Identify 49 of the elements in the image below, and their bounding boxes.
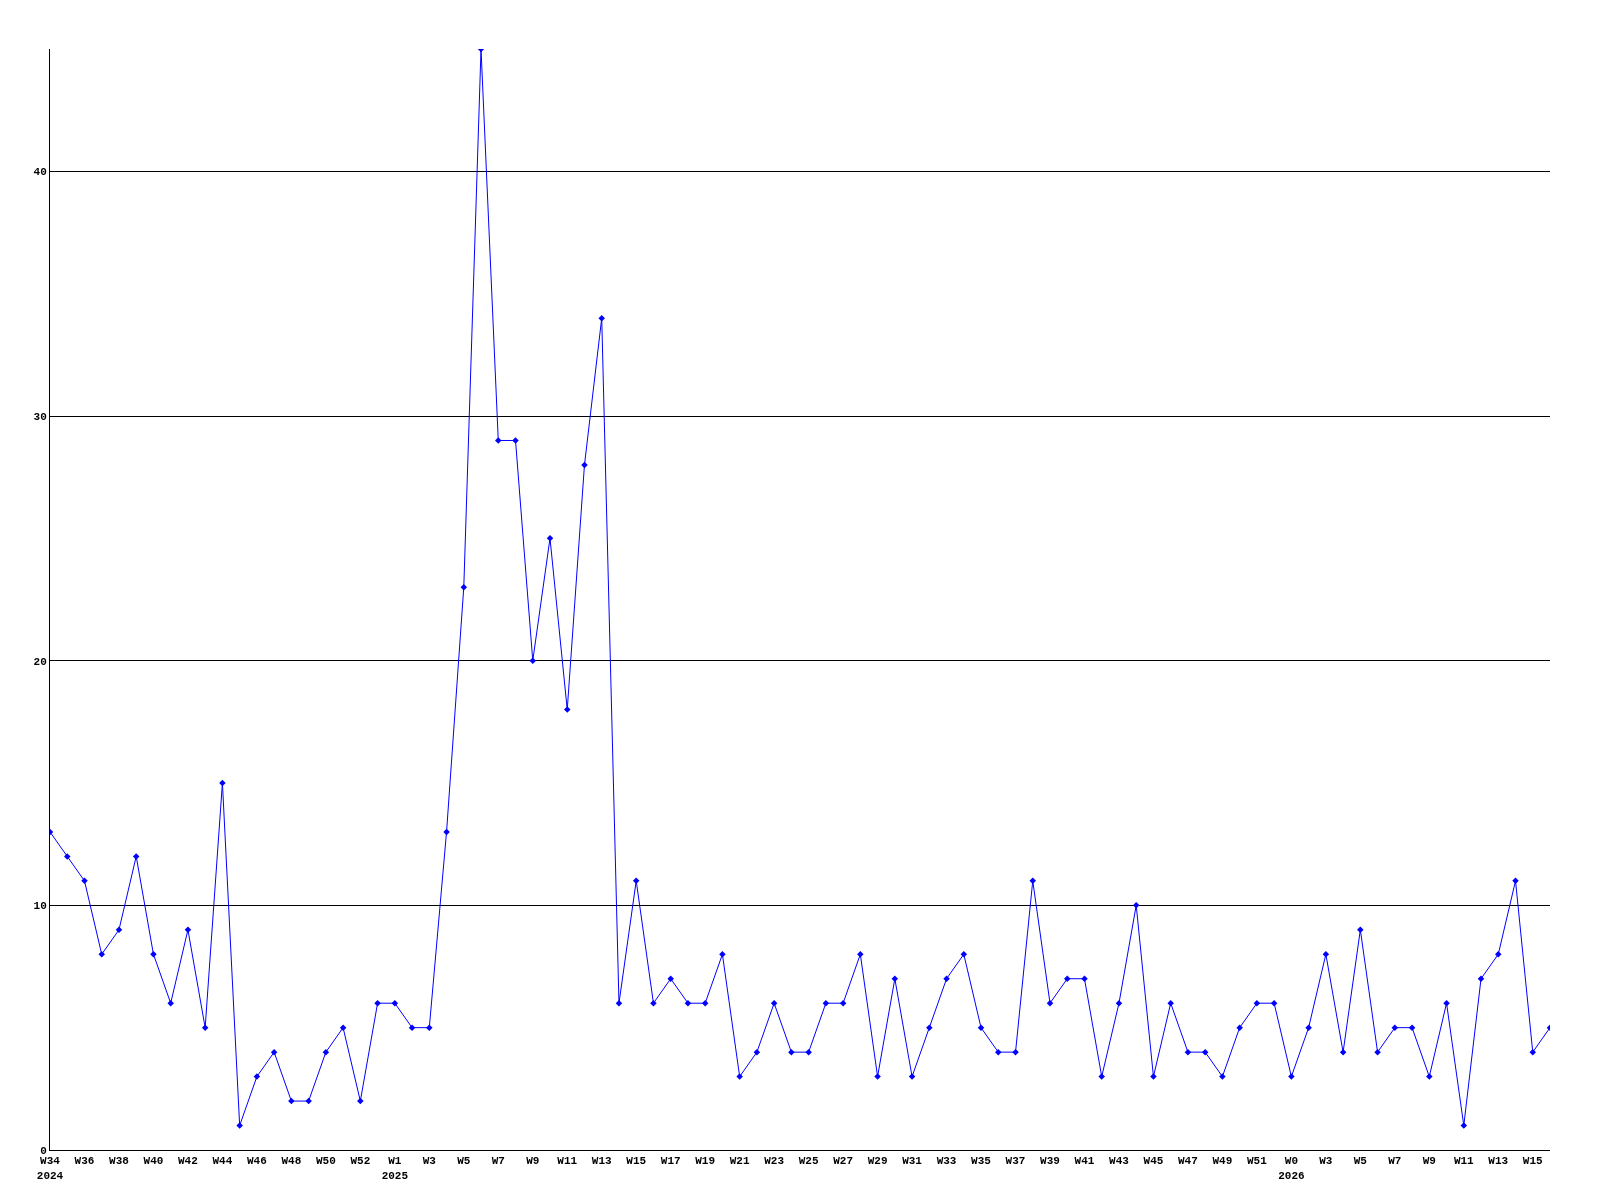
x-tick-label: W7 [1388,1155,1402,1168]
x-tick-label: W29 [867,1155,888,1168]
y-tick-label: 10 [33,900,47,913]
y-tick-label: 20 [33,655,47,668]
y-tick-label: 40 [33,166,47,179]
x-tick-label: W37 [1005,1155,1026,1168]
x-tick-label: W1 2025 [381,1155,409,1182]
x-tick-label: W31 [902,1155,923,1168]
x-tick-label: W48 [281,1155,302,1168]
x-tick-label: W3 [422,1155,437,1168]
x-tick-label: W50 [315,1155,336,1168]
x-tick-label: W11 [1453,1155,1475,1168]
x-tick-label: W45 [1143,1155,1164,1168]
x-tick-label: W9 [1422,1155,1436,1168]
x-tick-label: W11 [557,1155,578,1168]
x-tick-label: W13 [1488,1155,1509,1168]
x-tick-label: W27 [833,1155,854,1168]
x-tick-label: W43 [1109,1155,1130,1168]
x-tick-label: W25 [798,1155,819,1168]
x-tick-label: W42 [178,1155,198,1168]
x-tick-label: W46 [246,1155,267,1168]
x-tick-label: W7 [491,1155,505,1168]
x-tick-label: W3 [1319,1155,1333,1168]
x-tick-label: W33 [936,1155,957,1168]
x-tick-label: W5 [1353,1155,1368,1168]
x-tick-label: W35 [971,1155,992,1168]
x-tick-label: W47 [1178,1155,1198,1168]
x-tick-label: W52 [350,1155,371,1168]
x-tick-label: W0 2026 [1278,1155,1305,1182]
x-tick-label: W21 [729,1155,750,1168]
x-tick-label: W17 [660,1155,681,1168]
y-tick-label: 30 [33,410,47,423]
x-tick-label: W49 [1212,1155,1233,1168]
x-tick-label: W9 [526,1155,540,1168]
x-tick-label: W23 [764,1155,785,1168]
x-tick-label: W44 [212,1155,233,1168]
x-tick-label: W39 [1040,1155,1060,1168]
x-tick-label: W34 2024 [36,1155,64,1182]
y-tick-label: 0 [40,1144,47,1157]
x-tick-label: W19 [695,1155,716,1168]
x-tick-label: W41 [1074,1155,1095,1168]
x-tick-label: W15 [626,1155,647,1168]
x-tick-label: W5 [457,1155,471,1168]
x-tick-label: W51 [1246,1155,1268,1168]
x-tick-label: W38 [109,1155,130,1168]
x-tick-label: W40 [143,1155,164,1168]
x-tick-label: W36 [74,1155,95,1168]
x-tick-label: W15 [1522,1155,1544,1168]
x-tick-label: W13 [591,1155,613,1168]
